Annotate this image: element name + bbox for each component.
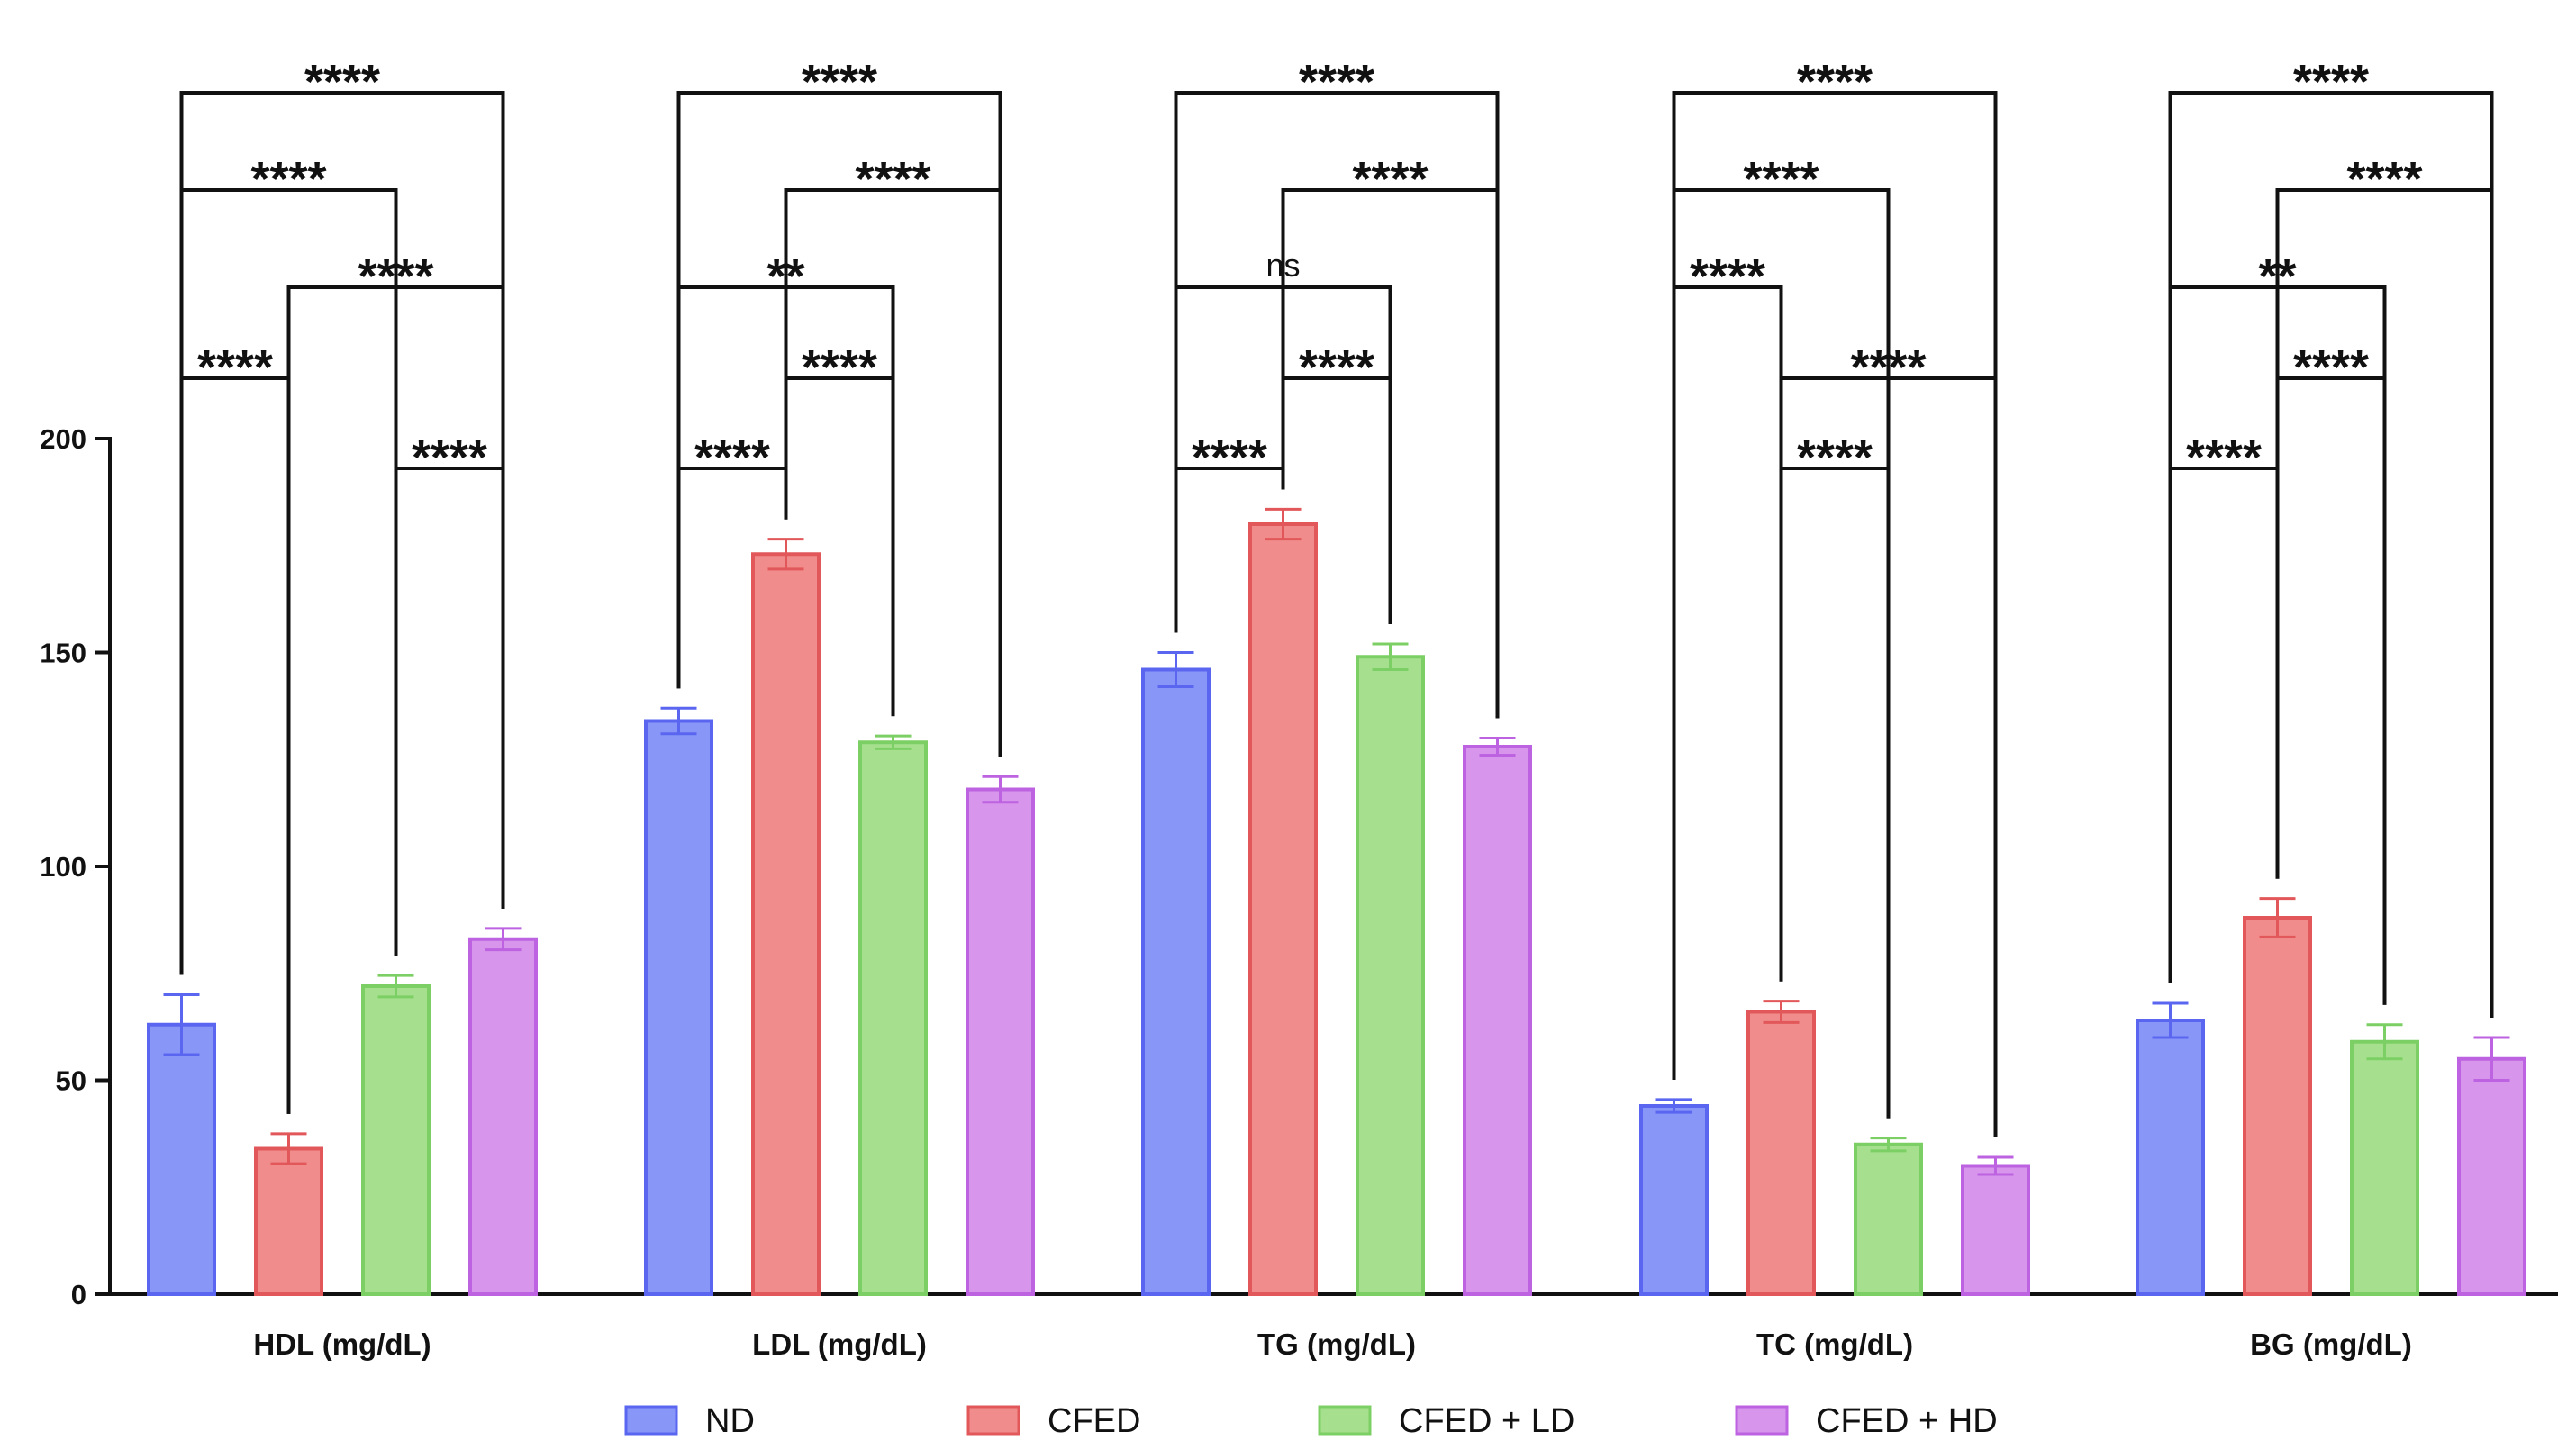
significance-bracket [394,467,505,956]
bar [2457,1056,2526,1296]
y-tick-label: 50 [56,1065,86,1097]
legend-swatch [1735,1405,1789,1436]
significance-label: **** [1299,340,1374,394]
significance-label: **** [197,340,273,394]
bar [1463,745,1532,1296]
significance-bracket [2275,376,2387,1005]
significance-label: **** [250,152,326,206]
significance-bracket [1281,376,1392,624]
significance-label: **** [1299,55,1374,109]
y-tick-label: 0 [71,1279,86,1310]
category-label: TG (mg/dL) [1257,1328,1416,1361]
significance-label: **** [2293,55,2369,109]
significance-label: **** [304,55,380,109]
significance-label: ** [2258,249,2296,304]
significance-bracket [1779,467,1891,1119]
bar [1248,522,1318,1296]
significance-label: * [2428,0,2447,11]
legend-label: CFED [1048,1402,1140,1440]
legend-swatch [624,1405,678,1436]
bar [966,787,1035,1296]
significance-label: **** [2293,340,2369,394]
legend-swatch [1318,1405,1372,1436]
significance-bracket [1672,285,1783,1080]
bar [254,1146,323,1296]
y-tick-label: 200 [40,423,86,455]
category-label: TC (mg/dL) [1756,1328,1913,1361]
significance-label: **** [412,430,487,485]
significance-label: ns [1265,247,1300,284]
bar [1746,1010,1816,1296]
bar [1854,1142,1923,1296]
bar [2136,1019,2205,1296]
category-labels: HDL (mg/dL) LDL (mg/dL) TG (mg/dL) TC (mg/d… [253,1328,2412,1361]
significance-bracket [784,376,895,717]
significance-label: **** [2346,152,2422,206]
significance-label: **** [802,340,877,394]
category-label: LDL (mg/dL) [752,1328,927,1361]
significance-label: **** [1797,430,1873,485]
significance-label: **** [694,430,770,485]
legend: ND CFED CFED + LD CFED + HD [624,1402,1998,1440]
significance-label: **** [1690,249,1765,304]
legend-label: CFED + LD [1399,1402,1574,1440]
y-tick-label: 100 [40,851,86,883]
significance-label: **** [1797,55,1873,109]
bar-group [147,507,2526,1296]
legend-label: ND [705,1402,755,1440]
significance-bracket [1174,467,1285,633]
bar [361,984,431,1296]
y-tick-label: 150 [40,638,86,669]
bar [1141,667,1211,1296]
significance-label: **** [358,249,433,304]
significance-label: **** [1850,340,1926,394]
category-label: BG (mg/dL) [2250,1328,2412,1361]
significance-label: **** [1743,152,1819,206]
significance-brackets: ****************************************… [179,0,2494,1137]
significance-label: **** [1192,430,1267,485]
significance-label: **** [1406,0,1482,11]
significance-bracket [179,376,291,1114]
significance-label: **** [2186,430,2262,485]
bar [2350,1039,2419,1296]
significance-bracket [2168,467,2280,983]
bar [1961,1164,2030,1296]
significance-bracket [676,467,788,689]
significance-label: **** [909,0,984,11]
significance-label: **** [802,55,877,109]
significance-label: **** [304,0,380,11]
significance-bracket [1281,188,1500,719]
significance-label: **** [855,152,930,206]
significance-bracket [1174,91,1500,719]
significance-label: ** [766,249,804,304]
legend-swatch [966,1405,1020,1436]
bar [2243,916,2312,1296]
bar [147,1022,216,1296]
bar [751,552,821,1296]
significance-bracket [2168,91,2494,1018]
bar [1356,655,1425,1296]
significance-bracket [676,91,1002,757]
category-label: HDL (mg/dL) [253,1328,431,1361]
bar [1639,1104,1709,1296]
significance-bracket [179,91,505,975]
significance-label: * [1932,0,1951,11]
legend-label: CFED + HD [1816,1402,1998,1440]
bar [858,740,928,1296]
bar [644,719,713,1296]
significance-bracket [784,188,1002,757]
significance-label: **** [1352,152,1428,206]
bar [468,937,538,1296]
